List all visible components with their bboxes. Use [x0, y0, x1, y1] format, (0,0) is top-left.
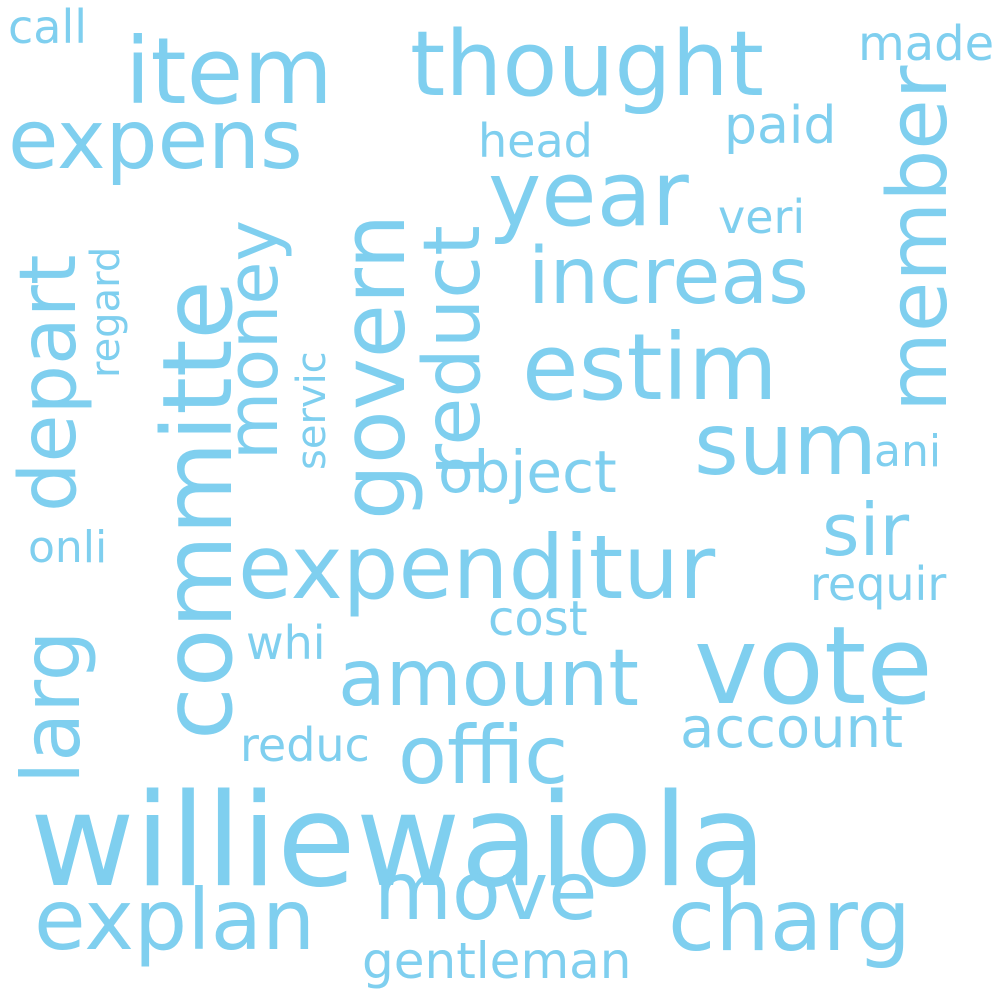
word-sum: sum — [694, 395, 878, 495]
word-move: move — [374, 845, 598, 938]
word-offic: offic — [398, 709, 569, 802]
word-sir: sir — [822, 488, 910, 572]
word-money: money — [212, 220, 294, 460]
word-expens: expens — [8, 93, 303, 188]
word-regard: regard — [83, 246, 129, 378]
word-paid: paid — [724, 96, 837, 156]
word-made: made — [858, 16, 995, 72]
word-increas: increas — [528, 232, 809, 322]
word-amount: amount — [338, 634, 639, 724]
word-requir: requir — [810, 557, 947, 611]
word-larg: larg — [5, 630, 98, 784]
word-veri: veri — [718, 190, 806, 244]
word-head: head — [478, 114, 593, 168]
word-onli: onli — [28, 522, 108, 573]
word-cost: cost — [488, 591, 588, 647]
word-member: member — [871, 65, 966, 412]
word-expenditur: expenditur — [238, 516, 716, 619]
word-account: account — [680, 696, 904, 761]
word-object: object — [438, 438, 617, 506]
word-vote: vote — [694, 604, 933, 729]
word-williewaiola: williewaiola — [30, 767, 767, 916]
word-year: year — [488, 142, 689, 247]
word-ani: ani — [874, 426, 942, 477]
word-charg: charg — [668, 871, 911, 971]
word-servic: servic — [289, 351, 335, 470]
word-reduc: reduc — [240, 718, 370, 772]
word-thought: thought — [410, 12, 764, 117]
word-govern: govern — [322, 213, 425, 520]
word-item: item — [125, 18, 333, 125]
word-depart: depart — [4, 254, 94, 512]
word-estim: estim — [522, 314, 778, 421]
word-call: call — [8, 0, 88, 54]
word-explan: explan — [34, 871, 316, 969]
word-gentleman: gentleman — [362, 932, 632, 990]
word-whi: whi — [246, 616, 326, 670]
